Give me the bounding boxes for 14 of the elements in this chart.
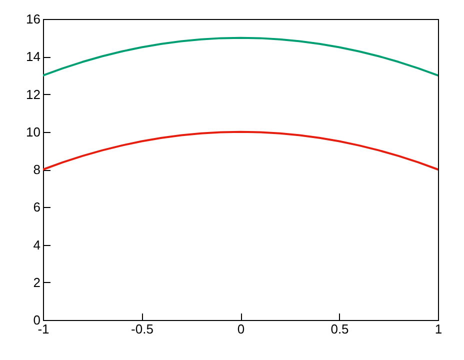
x-tick-label: 0.5	[330, 322, 349, 336]
x-tick-label: 1	[434, 322, 442, 336]
x-tick-label: -0.5	[131, 322, 154, 336]
y-tick-label: 6	[33, 200, 40, 215]
x-tick-label: 0	[237, 322, 245, 336]
y-tick-label: 16	[26, 12, 40, 26]
y-tick-label: 4	[33, 237, 40, 252]
y-tick-label: 8	[33, 162, 40, 177]
y-tick-label: 12	[26, 86, 40, 102]
y-tick-label: 2	[33, 274, 40, 290]
y-tick-label: 10	[26, 124, 40, 140]
y-tick-label: 14	[26, 49, 40, 64]
line-series	[43, 130, 438, 170]
line-series	[43, 36, 438, 76]
